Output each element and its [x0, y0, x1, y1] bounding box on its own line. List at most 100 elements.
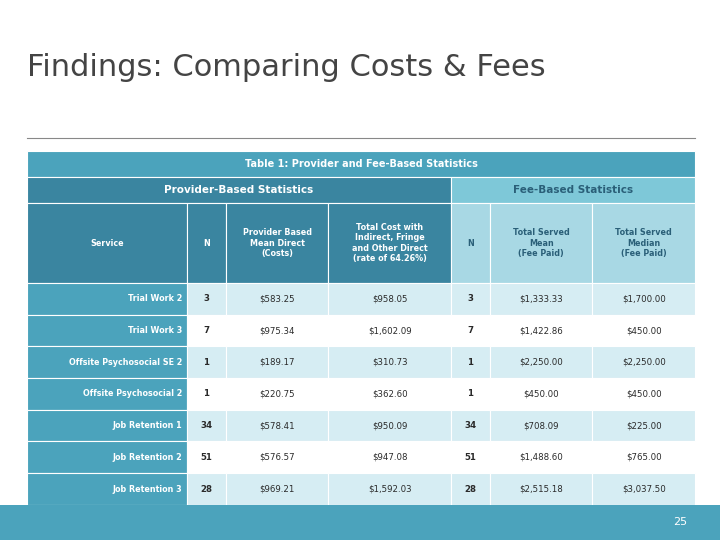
Bar [593, 410, 695, 442]
Bar [226, 442, 328, 473]
Bar [593, 203, 695, 283]
Bar [27, 346, 186, 378]
Text: Table 1: Provider and Fee-Based Statistics: Table 1: Provider and Fee-Based Statisti… [245, 159, 477, 169]
Bar [226, 315, 328, 346]
Text: $1,700.00: $1,700.00 [622, 294, 665, 303]
Bar [451, 378, 490, 410]
Text: $950.09: $950.09 [372, 421, 408, 430]
Bar [328, 203, 451, 283]
Bar [27, 203, 186, 283]
Bar [27, 315, 186, 346]
Text: Trial Work 3: Trial Work 3 [128, 326, 182, 335]
Bar [226, 283, 328, 315]
Bar [451, 473, 490, 505]
Text: $3,037.50: $3,037.50 [622, 484, 665, 494]
Bar [226, 346, 328, 378]
Bar [451, 442, 490, 473]
Bar [226, 203, 328, 283]
Text: 28: 28 [200, 484, 212, 494]
Text: 7: 7 [467, 326, 474, 335]
Text: $969.21: $969.21 [260, 484, 295, 494]
Bar [27, 177, 451, 203]
Text: $2,250.00: $2,250.00 [622, 357, 665, 367]
Text: $450.00: $450.00 [626, 326, 662, 335]
Text: Findings: Comparing Costs & Fees: Findings: Comparing Costs & Fees [27, 53, 546, 82]
Bar [27, 283, 186, 315]
Text: N: N [467, 239, 474, 247]
Text: $189.17: $189.17 [259, 357, 295, 367]
Bar [328, 378, 451, 410]
Bar [490, 203, 593, 283]
Text: 34: 34 [200, 421, 212, 430]
Text: $1,592.03: $1,592.03 [368, 484, 411, 494]
Bar [451, 177, 695, 203]
Text: 1: 1 [467, 357, 474, 367]
Text: Provider Based
Mean Direct
(Costs): Provider Based Mean Direct (Costs) [243, 228, 312, 258]
Bar [490, 410, 593, 442]
Bar [27, 151, 695, 177]
Bar [186, 283, 226, 315]
Bar [27, 442, 186, 473]
Text: Job Retention 1: Job Retention 1 [113, 421, 182, 430]
Text: $708.09: $708.09 [523, 421, 559, 430]
Text: 1: 1 [204, 389, 210, 399]
Bar [593, 315, 695, 346]
Text: 34: 34 [464, 421, 477, 430]
Bar [186, 346, 226, 378]
Bar [593, 442, 695, 473]
Text: Job Retention 2: Job Retention 2 [113, 453, 182, 462]
Text: Provider-Based Statistics: Provider-Based Statistics [164, 185, 314, 195]
Text: $765.00: $765.00 [626, 453, 662, 462]
Bar [593, 473, 695, 505]
Bar [490, 315, 593, 346]
Text: Job Retention 3: Job Retention 3 [113, 484, 182, 494]
Bar [226, 473, 328, 505]
Bar [328, 473, 451, 505]
Bar [593, 283, 695, 315]
Text: Total Served
Median
(Fee Paid): Total Served Median (Fee Paid) [616, 228, 672, 258]
Bar [27, 473, 186, 505]
Text: $1,488.60: $1,488.60 [519, 453, 563, 462]
Bar [490, 442, 593, 473]
Bar [328, 283, 451, 315]
Text: $450.00: $450.00 [523, 389, 559, 399]
Bar [451, 315, 490, 346]
Bar [451, 410, 490, 442]
Bar [186, 410, 226, 442]
Bar [593, 346, 695, 378]
Bar [186, 442, 226, 473]
Text: $1,422.86: $1,422.86 [519, 326, 563, 335]
Text: Service: Service [90, 239, 124, 247]
Text: 3: 3 [467, 294, 474, 303]
Text: $975.34: $975.34 [259, 326, 295, 335]
Text: $576.57: $576.57 [259, 453, 295, 462]
Bar [226, 378, 328, 410]
Bar [593, 378, 695, 410]
Text: $2,250.00: $2,250.00 [519, 357, 563, 367]
Text: $225.00: $225.00 [626, 421, 662, 430]
Bar [328, 410, 451, 442]
Bar [451, 283, 490, 315]
Text: $220.75: $220.75 [259, 389, 295, 399]
Bar [186, 473, 226, 505]
Text: Offsite Psychosocial SE 2: Offsite Psychosocial SE 2 [69, 357, 182, 367]
Bar [186, 315, 226, 346]
Bar [186, 203, 226, 283]
Text: Trial Work 2: Trial Work 2 [128, 294, 182, 303]
Text: 1: 1 [204, 357, 210, 367]
Text: $1,333.33: $1,333.33 [519, 294, 563, 303]
Text: 51: 51 [464, 453, 477, 462]
Bar [27, 410, 186, 442]
Text: $310.73: $310.73 [372, 357, 408, 367]
Bar [490, 346, 593, 378]
Bar [186, 378, 226, 410]
Bar [27, 378, 186, 410]
Text: $958.05: $958.05 [372, 294, 408, 303]
Bar [328, 442, 451, 473]
Bar [226, 410, 328, 442]
Text: $362.60: $362.60 [372, 389, 408, 399]
Bar [0, 505, 720, 540]
Text: 3: 3 [204, 294, 210, 303]
Text: $578.41: $578.41 [259, 421, 295, 430]
Text: $1,602.09: $1,602.09 [368, 326, 411, 335]
